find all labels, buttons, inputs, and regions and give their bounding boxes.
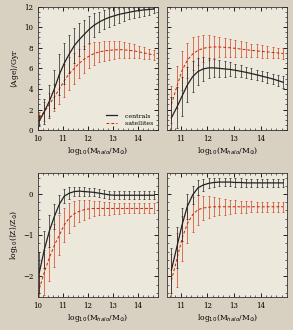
X-axis label: log$_{10}$(M$_{halo}$/M$_{\odot}$): log$_{10}$(M$_{halo}$/M$_{\odot}$) [197,312,258,324]
X-axis label: log$_{10}$(M$_{halo}$/M$_{\odot}$): log$_{10}$(M$_{halo}$/M$_{\odot}$) [197,145,258,157]
Y-axis label: log$_{10}$($\langle$Z$\rangle$/Z$_{\odot}$): log$_{10}$($\langle$Z$\rangle$/Z$_{\odot… [7,210,20,260]
X-axis label: log$_{10}$(M$_{halo}$/M$_{\odot}$): log$_{10}$(M$_{halo}$/M$_{\odot}$) [67,312,129,324]
X-axis label: log$_{10}$(M$_{halo}$/M$_{\odot}$): log$_{10}$(M$_{halo}$/M$_{\odot}$) [67,145,129,157]
Y-axis label: $\langle$Age$\rangle$/Gyr: $\langle$Age$\rangle$/Gyr [8,49,21,88]
Legend:    centrals,    satellites: centrals, satellites [105,112,155,127]
